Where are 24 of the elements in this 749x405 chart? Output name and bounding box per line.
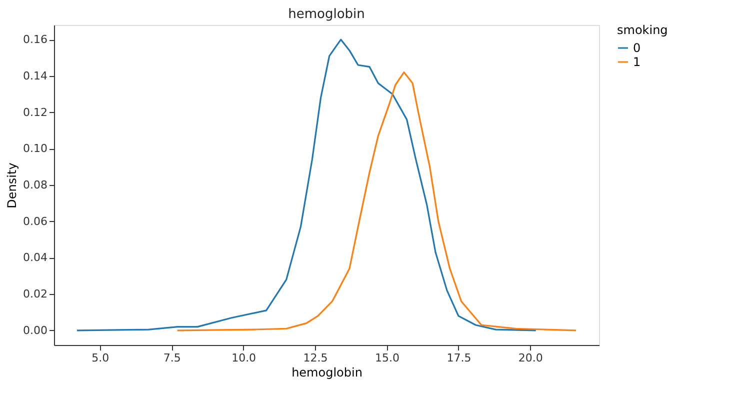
x-tick-label: 20.0 <box>518 352 543 364</box>
line-series <box>76 38 537 332</box>
x-axis-title: hemoglobin <box>292 366 362 380</box>
y-tick-label: 0.00 <box>23 324 48 337</box>
x-tick-label: 17.5 <box>446 352 472 364</box>
line-series <box>176 71 577 332</box>
x-tick-label: 12.5 <box>303 352 328 364</box>
y-tick-label: 0.02 <box>23 288 48 301</box>
legend-label: 1 <box>633 55 641 69</box>
y-tick-label: 0.16 <box>23 33 48 46</box>
y-axis-title: Density <box>5 162 20 208</box>
x-tick-label: 10.0 <box>232 352 256 364</box>
x-tick-label: 5.0 <box>92 352 110 364</box>
y-tick-label: 0.10 <box>23 142 48 156</box>
legend-label: 0 <box>633 41 641 55</box>
chart-title: hemoglobin <box>288 7 365 22</box>
y-tick-label: 0.14 <box>23 69 48 82</box>
y-tick-label: 0.08 <box>23 178 48 192</box>
x-tick-label: 7.5 <box>163 352 181 364</box>
x-tick-label: 15.0 <box>374 352 400 364</box>
y-tick-label: 0.04 <box>23 251 48 264</box>
legend-title: smoking <box>617 23 668 37</box>
y-tick-label: 0.06 <box>23 214 48 228</box>
y-tick-label: 0.12 <box>23 106 48 119</box>
